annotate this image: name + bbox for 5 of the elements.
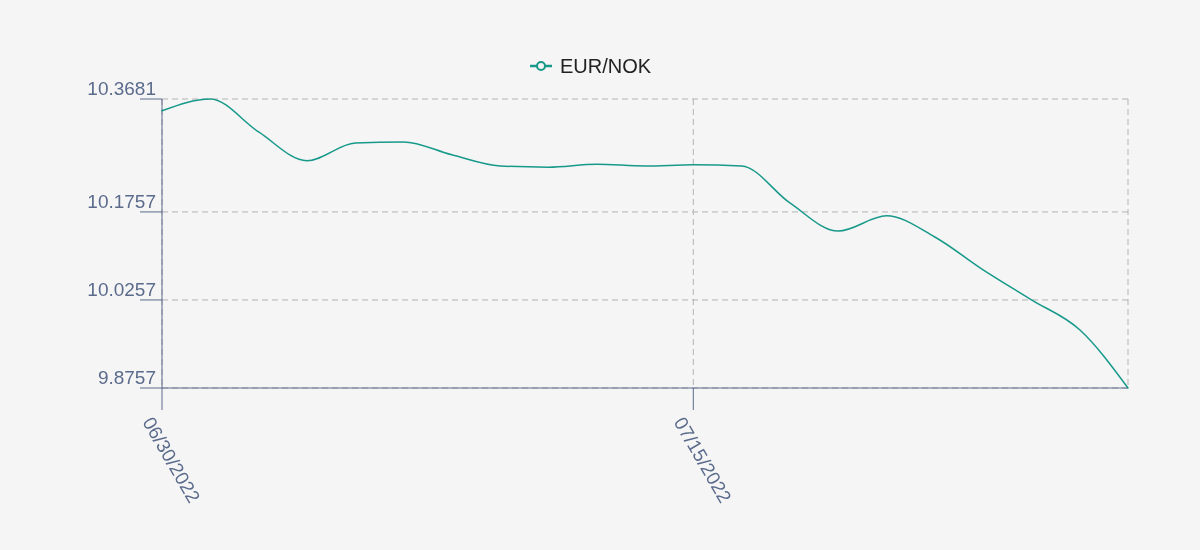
- y-tick-label: 10.3681: [87, 78, 156, 99]
- legend-label: EUR/NOK: [560, 55, 652, 77]
- y-tick-label: 10.0257: [87, 278, 156, 300]
- y-tick-label: 10.1757: [87, 190, 156, 212]
- y-tick-label: 9.8757: [97, 367, 156, 388]
